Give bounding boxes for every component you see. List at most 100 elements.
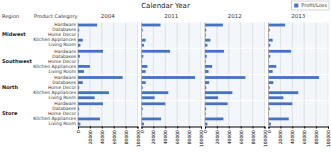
grid-line: [228, 23, 229, 48]
row-label: Southwest: [2, 58, 33, 64]
bar: [78, 55, 80, 58]
category-label: Living Room: [48, 95, 76, 100]
tick-label: 80000: [314, 130, 319, 144]
legend-box: [291, 1, 329, 10]
panel: 020000400006000080000100000: [140, 101, 205, 147]
column-header: 2004: [101, 13, 115, 19]
grid-line: [201, 23, 202, 48]
bar: [142, 24, 161, 27]
tick-mark: [280, 127, 281, 129]
zero-line: [141, 75, 142, 100]
bars: [78, 76, 123, 99]
tick: 80000: [251, 127, 256, 145]
bar: [142, 65, 148, 68]
bar: [205, 24, 223, 27]
tick: 60000: [302, 127, 307, 145]
x-axis: 020000400006000080000100000: [76, 127, 141, 148]
bar: [269, 123, 271, 126]
x-axis: 020000400006000080000100000: [203, 127, 268, 148]
grid-line: [201, 75, 202, 100]
grid-line: [113, 23, 114, 48]
panel: [78, 49, 138, 74]
bar: [142, 91, 169, 94]
tick-mark: [265, 127, 266, 129]
panel-background: [205, 23, 265, 48]
tick: 40000: [100, 127, 105, 145]
bar: [269, 76, 320, 79]
zero-line: [78, 101, 79, 126]
tick: 0: [267, 127, 272, 133]
legend: Profit/Loss: [291, 1, 329, 10]
bar: [269, 65, 277, 68]
grid-line: [304, 49, 305, 74]
tick-label: 60000: [175, 130, 180, 144]
tick-mark: [177, 127, 178, 129]
bars: [269, 76, 320, 99]
category-label: Living Room: [48, 121, 76, 126]
bar: [78, 91, 109, 94]
tick: 100000: [136, 127, 141, 148]
grid-line: [264, 23, 265, 48]
bar: [205, 123, 207, 126]
grid-line: [125, 49, 126, 74]
tick-mark: [102, 127, 103, 129]
panel-background: [142, 49, 202, 74]
bar: [78, 123, 80, 126]
grid-line: [177, 23, 178, 48]
tick-mark: [165, 127, 166, 129]
bars: [269, 50, 292, 73]
tick: 40000: [227, 127, 232, 145]
bar: [78, 96, 95, 99]
bar: [205, 44, 207, 47]
tick: 80000: [124, 127, 129, 145]
tick-label: 60000: [112, 130, 117, 144]
tick-mark: [90, 127, 91, 129]
bar: [78, 81, 83, 84]
bar: [205, 102, 228, 105]
bars: [269, 102, 293, 125]
panel-background: [205, 49, 265, 74]
bar: [142, 123, 144, 126]
panel-background: [142, 101, 202, 126]
bar: [142, 102, 166, 105]
bar: [78, 70, 84, 73]
bar: [78, 24, 97, 27]
bar: [78, 102, 103, 105]
zero-line: [205, 49, 206, 74]
grid-line: [137, 101, 138, 126]
panel-background: [142, 23, 202, 48]
tick: 20000: [215, 127, 220, 145]
bars: [78, 102, 103, 125]
bars: [205, 50, 224, 73]
bar: [269, 102, 293, 105]
tick-mark: [78, 127, 79, 129]
tick-label: 20000: [151, 130, 156, 144]
tick-mark: [205, 127, 206, 129]
bars: [142, 76, 196, 99]
tick: 40000: [290, 127, 295, 145]
row-label: Store: [2, 110, 18, 116]
bar: [269, 81, 274, 84]
bar: [142, 70, 146, 73]
grid-line: [304, 23, 305, 48]
grid-line: [252, 23, 253, 48]
tick-label: 60000: [239, 130, 244, 144]
column-header: 2011: [164, 13, 178, 19]
grid-line: [228, 101, 229, 126]
panel-background: [269, 101, 329, 126]
bar: [269, 44, 271, 47]
zero-line: [141, 23, 142, 48]
tick: 60000: [239, 127, 244, 145]
grid-line: [328, 101, 329, 126]
bar: [205, 55, 207, 58]
tick: 60000: [175, 127, 180, 145]
grid-line: [125, 23, 126, 48]
tick-label: 40000: [100, 130, 105, 144]
bar: [142, 39, 146, 42]
grid-line: [252, 49, 253, 74]
bar: [269, 50, 292, 53]
bar: [78, 76, 123, 79]
panel: [78, 75, 138, 100]
panel-background: [269, 23, 329, 48]
grid-line: [292, 49, 293, 74]
